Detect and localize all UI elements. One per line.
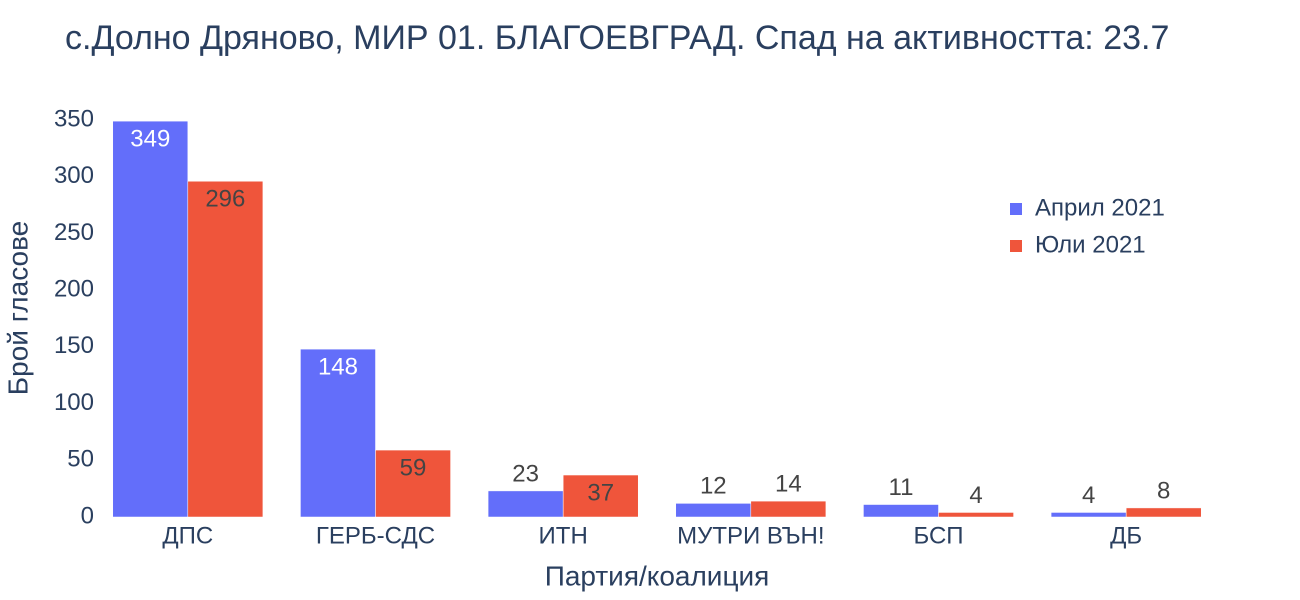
- bar: [562, 474, 639, 518]
- bar: [187, 181, 264, 518]
- y-tick-label: 100: [54, 389, 94, 416]
- x-tick-label: БСП: [913, 522, 963, 549]
- legend-swatch: [1010, 240, 1022, 252]
- data-label: 59: [400, 454, 427, 481]
- x-axis-label: Партия/коалиция: [545, 560, 770, 591]
- bar: [112, 120, 189, 518]
- bar: [375, 449, 451, 518]
- bar: [863, 504, 939, 518]
- legend-label: Април 2021: [1035, 194, 1165, 221]
- y-tick-label: 50: [67, 446, 94, 473]
- data-label: 8: [1157, 477, 1170, 504]
- legend-swatch: [1010, 203, 1022, 215]
- y-axis-label: Брой гласове: [2, 221, 33, 395]
- chart-title: с.Долно Дряново, МИР 01. БЛАГОЕВГРАД. Сп…: [65, 19, 1169, 57]
- x-tick-label: МУТРИ ВЪН!: [677, 522, 824, 549]
- data-label: 4: [1082, 482, 1095, 509]
- bar: [487, 490, 564, 518]
- data-label: 11: [889, 474, 914, 501]
- bar: [1125, 507, 1202, 518]
- bar: [750, 500, 827, 518]
- x-tick-label: ГЕРБ-СДС: [316, 522, 435, 549]
- bar: [675, 503, 752, 518]
- data-label: 23: [512, 460, 539, 487]
- y-tick-label: 200: [54, 275, 94, 302]
- bar: [300, 348, 376, 518]
- y-tick-label: 250: [54, 219, 94, 246]
- x-tick-label: ДПС: [162, 522, 213, 549]
- data-label: 37: [587, 479, 614, 506]
- bar: [1050, 512, 1127, 518]
- x-tick-label: ДБ: [1110, 522, 1142, 549]
- data-label: 349: [130, 125, 170, 152]
- bar: [938, 512, 1014, 518]
- y-tick-label: 0: [81, 502, 94, 529]
- x-tick-label: ИТН: [539, 522, 588, 549]
- legend-label: Юли 2021: [1035, 231, 1146, 258]
- y-tick-label: 150: [54, 332, 94, 359]
- data-label: 296: [205, 186, 245, 213]
- data-label: 148: [318, 353, 358, 380]
- data-label: 4: [969, 482, 982, 509]
- data-label: 12: [700, 473, 727, 500]
- y-tick-label: 350: [54, 105, 94, 132]
- data-label: 14: [775, 470, 802, 497]
- y-tick-label: 300: [54, 162, 94, 189]
